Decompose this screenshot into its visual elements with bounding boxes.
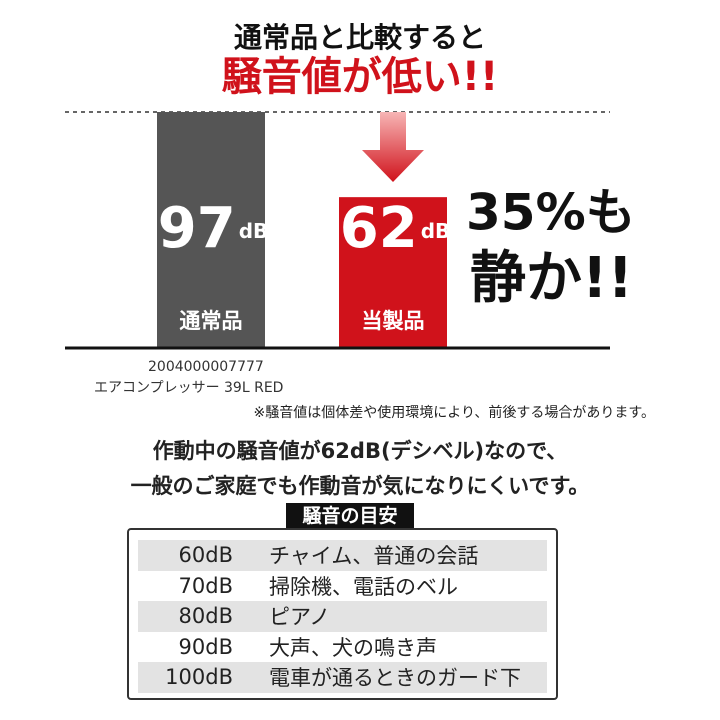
noise-level: 80dB xyxy=(178,604,233,629)
noise-example: 電車が通るときのガード下 xyxy=(269,666,521,691)
description-line1: 作動中の騒音値が62dB(デシベル)なので、 xyxy=(153,439,568,463)
bar xyxy=(157,112,265,348)
value-unit: dB xyxy=(421,219,451,243)
table-row: 100dB 電車が通るときのガード下 xyxy=(138,662,547,693)
noise-level: 100dB xyxy=(165,665,233,690)
noise-level: 60dB xyxy=(178,543,233,568)
table-title: 騒音の目安 xyxy=(286,503,414,529)
value-number: 62 xyxy=(340,196,418,261)
noise-example: 大声、犬の鳴き声 xyxy=(269,635,437,660)
noise-level: 70dB xyxy=(178,573,233,598)
noise-example: ピアノ xyxy=(269,605,331,630)
description-line2: 一般のご家庭でも作動音が気になりにくいです。 xyxy=(131,474,590,498)
table: 60dB チャイム、普通の会話 70dB 掃除機、電話のベル 80dB ピアノ 90dB 大声… xyxy=(127,528,558,700)
table-row: 60dB チャイム、普通の会話 xyxy=(138,540,547,571)
value-label: 97 dB xyxy=(158,196,269,261)
header-line1: 通常品と比較すると xyxy=(234,21,486,54)
arrow xyxy=(362,112,424,182)
product-name: エアコンプレッサー 39L RED xyxy=(94,380,283,396)
callout-line2: 静か!! xyxy=(470,246,633,311)
callout-line1: 35%も xyxy=(466,184,636,242)
noise-example: 掃除機、電話のベル xyxy=(269,574,458,599)
bar xyxy=(339,197,447,348)
noise-level: 90dB xyxy=(178,634,233,659)
category-label: 通常品 xyxy=(180,309,243,333)
value-unit: dB xyxy=(239,219,269,243)
table-row: 90dB 大声、犬の鳴き声 xyxy=(138,632,547,663)
product-code: 2004000007777 xyxy=(148,359,264,375)
value-number: 97 xyxy=(158,196,236,261)
chart: 通常品と比較すると 騒音値が低い!! 35%も 静か!! 20040000077… xyxy=(65,21,656,498)
noise-example: チャイム、普通の会話 xyxy=(269,544,479,569)
table-row: 70dB 掃除機、電話のベル xyxy=(138,571,547,602)
header-line2: 騒音値が低い!! xyxy=(222,54,498,100)
category-label: 当製品 xyxy=(362,309,425,333)
note: ※騒音値は個体差や使用環境により、前後する場合があります。 xyxy=(254,404,656,421)
value-label: 62 dB xyxy=(340,196,451,261)
table-row: 80dB ピアノ xyxy=(138,601,547,632)
